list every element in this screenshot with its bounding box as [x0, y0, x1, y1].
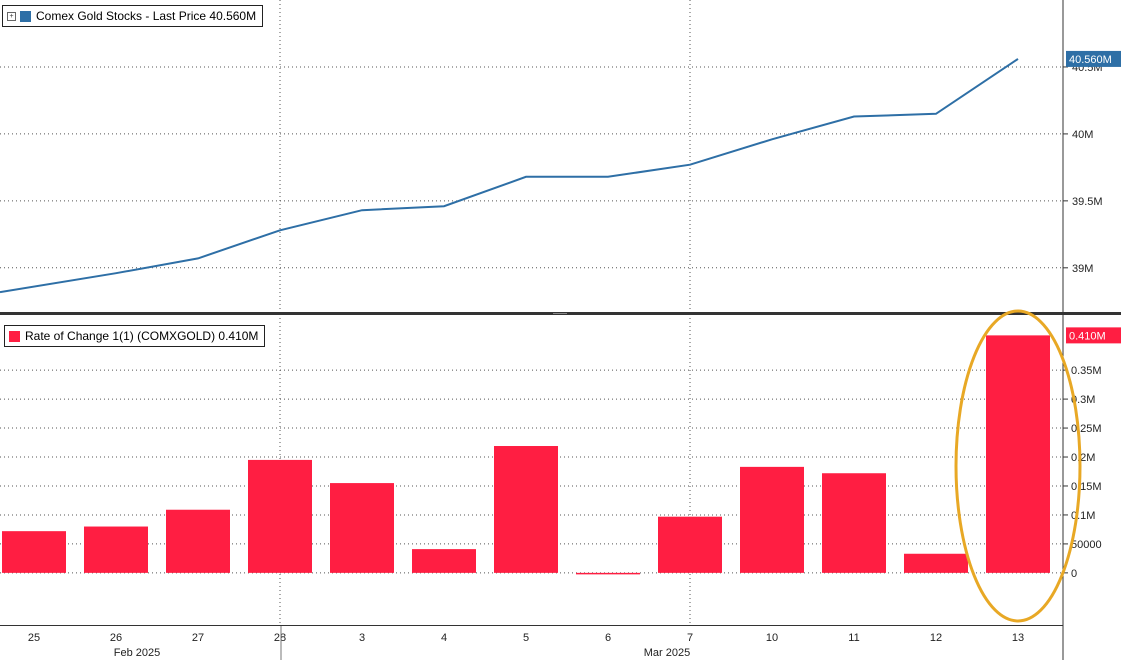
xtick-label-26: 26 [110, 632, 122, 644]
xtick-label-7: 7 [687, 632, 693, 644]
bar-27 [166, 509, 230, 573]
bar-25 [2, 531, 66, 573]
xtick-label-12: 12 [930, 632, 942, 644]
xtick-label-11: 11 [848, 632, 859, 644]
legend-bottom-text: Rate of Change 1(1) (COMXGOLD) 0.410M [25, 329, 259, 343]
xtick-label-3: 3 [359, 632, 365, 644]
legend-bottom[interactable]: Rate of Change 1(1) (COMXGOLD) 0.410M [4, 325, 266, 347]
bar-12 [904, 553, 968, 573]
xtick-label-13: 13 [1012, 632, 1024, 644]
ytick-label-bottom: 0.2M [1071, 452, 1095, 464]
expand-icon[interactable]: + [7, 11, 16, 21]
ytick-label-bottom: 0.3M [1071, 394, 1095, 406]
xtick-label-28: 28 [274, 632, 286, 644]
ytick-label-top: 40M [1072, 129, 1093, 141]
legend-top-text: Comex Gold Stocks - Last Price 40.560M [36, 9, 257, 23]
bar-5 [494, 446, 558, 573]
bar-7 [658, 516, 722, 573]
last-roc-tag-bg [1066, 327, 1121, 344]
bar-26 [84, 526, 148, 573]
bar-28 [248, 459, 312, 573]
month-label: Mar 2025 [644, 647, 690, 659]
xtick-label-10: 10 [766, 632, 778, 644]
ytick-label-bottom: 50000 [1071, 539, 1102, 551]
legend-top[interactable]: + Comex Gold Stocks - Last Price 40.560M [2, 5, 264, 27]
last-price-tag-text: 40.560M [1069, 54, 1112, 66]
xtick-label-6: 6 [605, 632, 611, 644]
xtick-label-5: 5 [523, 632, 529, 644]
bar-13 [986, 335, 1050, 573]
price-line [0, 58, 1019, 294]
xtick-label-25: 25 [28, 632, 40, 644]
ytick-label-bottom: 0.15M [1071, 481, 1102, 493]
ytick-label-bottom: 0.1M [1071, 510, 1095, 522]
bar-11 [822, 473, 886, 573]
ytick-label-top: 39.5M [1072, 196, 1103, 208]
bar-6 [576, 572, 640, 575]
ytick-label-bottom: 0.25M [1071, 423, 1102, 435]
legend-swatch-line [20, 10, 31, 22]
last-price-tag: 40.560M [1066, 50, 1121, 67]
xtick-label-4: 4 [441, 632, 447, 644]
month-label: Feb 2025 [114, 647, 160, 659]
ytick-label-top: 39M [1072, 263, 1093, 275]
last-price-tag-bg [1066, 50, 1121, 67]
ytick-label-bottom: 0.35M [1071, 365, 1102, 377]
ytick-label-bottom: 0 [1071, 568, 1077, 580]
bar-3 [330, 483, 394, 573]
xtick-label-27: 27 [192, 632, 204, 644]
legend-swatch-bar [9, 330, 20, 342]
highlight-ellipse [954, 309, 1082, 623]
last-roc-tag: 0.410M [1066, 327, 1121, 344]
last-roc-tag-text: 0.410M [1069, 330, 1106, 342]
bar-4 [412, 549, 476, 573]
bar-10 [740, 466, 804, 573]
